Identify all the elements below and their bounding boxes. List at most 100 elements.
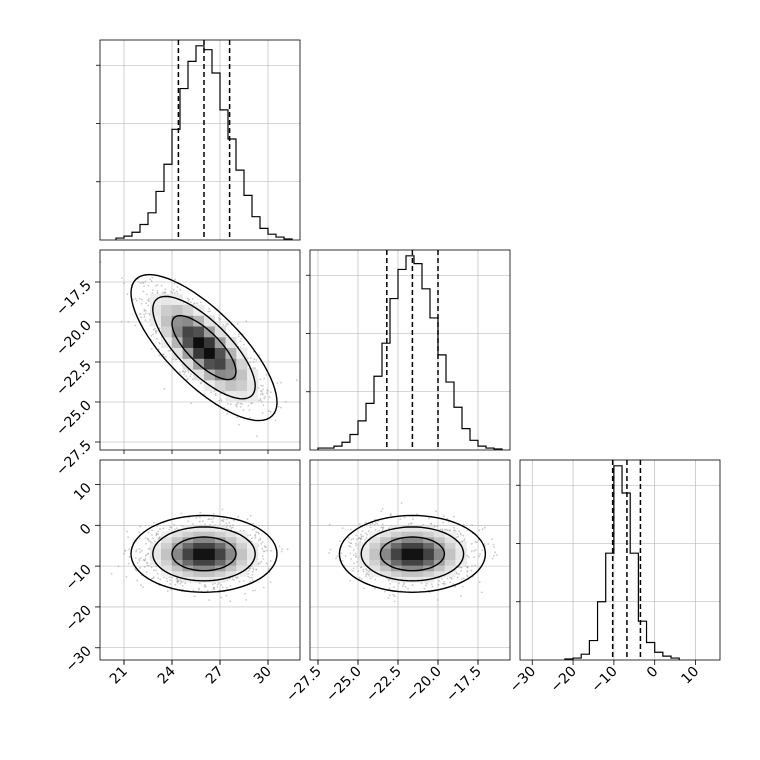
- density-cell: [193, 525, 205, 532]
- scatter-point: [138, 531, 141, 534]
- scatter-point: [249, 576, 251, 579]
- scatter-point: [481, 549, 484, 552]
- scatter-point: [481, 528, 484, 531]
- x-tick-label-p2-2: −10: [588, 664, 620, 696]
- scatter-point: [262, 558, 265, 560]
- density-cell: [171, 548, 183, 555]
- scatter-point: [175, 358, 178, 361]
- scatter-point: [166, 580, 169, 582]
- scatter-point: [261, 412, 264, 414]
- scatter-point: [259, 393, 262, 395]
- density-cell: [423, 570, 435, 577]
- scatter-point: [422, 523, 425, 526]
- scatter-point: [220, 584, 223, 586]
- scatter-point: [125, 576, 128, 578]
- scatter-point: [149, 278, 152, 281]
- scatter-point: [388, 527, 391, 529]
- scatter-point: [136, 562, 139, 564]
- density-cell: [171, 315, 183, 327]
- contour-2: [130, 514, 278, 594]
- density-cell: [161, 553, 173, 560]
- scatter-point: [185, 375, 188, 377]
- histogram-panel-2: [516, 459, 721, 661]
- density-cell: [182, 358, 194, 370]
- scatter-point: [350, 558, 353, 560]
- scatter-point: [348, 541, 351, 544]
- scatter-point: [393, 600, 396, 603]
- scatter-point: [145, 302, 147, 304]
- scatter-point: [211, 521, 214, 523]
- scatter-point: [251, 574, 254, 576]
- scatter-point: [200, 382, 203, 384]
- scatter-point: [184, 582, 187, 585]
- scatter-point: [140, 302, 143, 305]
- density-cell: [236, 548, 248, 555]
- scatter-point: [198, 587, 200, 590]
- scatter-point: [453, 529, 456, 532]
- scatter-point: [360, 537, 362, 540]
- scatter-point: [231, 578, 234, 581]
- density-cell: [225, 548, 237, 555]
- scatter-point: [279, 406, 282, 409]
- scatter-point: [261, 392, 264, 395]
- scatter-point: [227, 323, 229, 325]
- scatter-point: [147, 304, 150, 307]
- density-cell: [444, 565, 456, 572]
- scatter-point: [175, 527, 178, 529]
- scatter-point: [259, 378, 262, 381]
- scatter-point: [452, 583, 455, 585]
- density-cell: [455, 548, 467, 555]
- density-cell: [214, 559, 226, 566]
- scatter-point: [135, 569, 138, 572]
- scatter-point: [229, 403, 232, 406]
- scatter-point: [446, 517, 449, 520]
- scatter-point: [492, 543, 495, 546]
- scatter-point: [249, 514, 252, 517]
- density-cell: [150, 553, 162, 560]
- scatter-point: [492, 554, 495, 557]
- density-cell: [401, 576, 413, 583]
- density-cell: [444, 553, 456, 560]
- scatter-point: [146, 538, 149, 541]
- scatter-point: [449, 581, 452, 584]
- scatter-point: [480, 591, 483, 594]
- density-cell: [182, 315, 194, 327]
- density-cell: [236, 531, 248, 538]
- scatter-point: [199, 516, 201, 519]
- scatter-point: [127, 536, 130, 538]
- scatter-point: [208, 307, 210, 310]
- scatter-point: [255, 568, 257, 571]
- density-cell: [401, 548, 413, 555]
- scatter-point: [174, 528, 176, 531]
- scatter-point: [260, 384, 262, 387]
- density-cell: [390, 531, 403, 538]
- scatter-point: [174, 583, 176, 586]
- scatter-point: [425, 584, 427, 587]
- scatter-point: [157, 530, 160, 533]
- scatter-point: [281, 548, 283, 550]
- scatter-point: [142, 290, 145, 293]
- scatter-point: [240, 337, 243, 340]
- scatter-point: [165, 577, 168, 580]
- scatter-point: [494, 551, 497, 554]
- scatter-point: [462, 534, 464, 537]
- scatter-point: [365, 573, 367, 576]
- density-cell: [444, 536, 456, 543]
- scatter-point: [491, 557, 494, 560]
- scatter-point: [276, 382, 279, 384]
- scatter-point: [350, 538, 353, 541]
- contour-2: [338, 514, 487, 594]
- scatter-point: [161, 292, 164, 294]
- scatter-point: [140, 584, 142, 587]
- scatter-point: [257, 539, 260, 542]
- density-cell: [236, 565, 248, 572]
- scatter-point: [355, 542, 357, 545]
- density-cell: [412, 565, 424, 572]
- density-cell: [161, 304, 173, 316]
- scatter-point: [142, 282, 145, 285]
- density-cell: [390, 548, 403, 555]
- y-tick-label-p1-2: −22.5: [53, 358, 95, 400]
- scatter-point: [204, 584, 206, 586]
- scatter-point: [356, 561, 358, 563]
- scatter-point: [150, 566, 153, 569]
